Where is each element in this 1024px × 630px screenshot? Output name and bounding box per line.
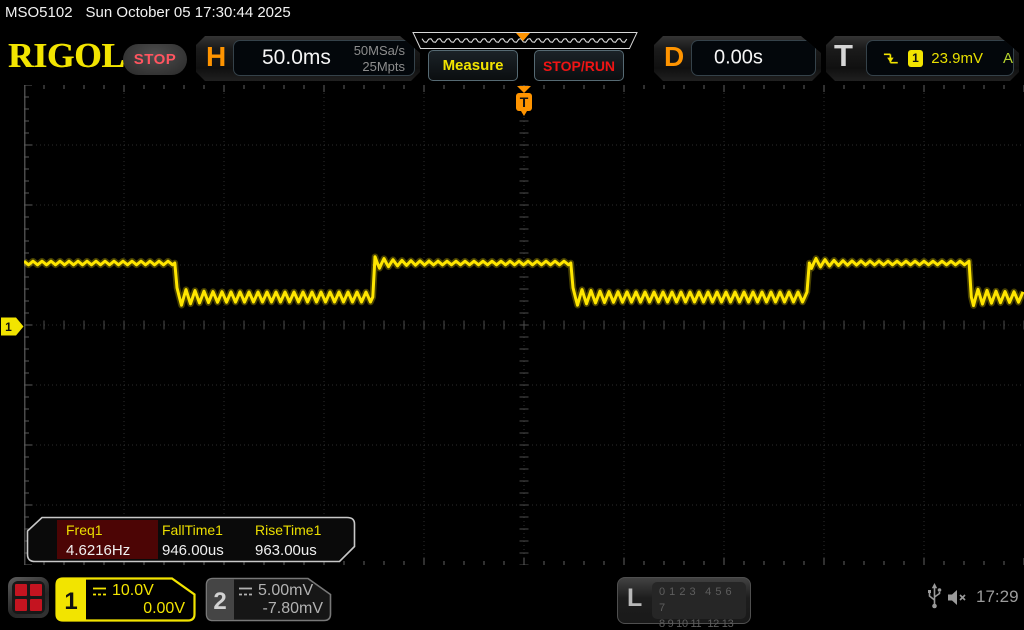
logic-row1-left: 0 1 2 3 [659, 586, 697, 598]
channel2-scale-row: 5.00mV [238, 582, 313, 600]
channel1-badge-frame: 1 [55, 577, 196, 622]
window-layout-icon [12, 581, 45, 614]
delay-field: 0.00s [691, 40, 816, 76]
horizontal-panel[interactable]: H 50.0ms 50MSa/s 25Mpts [196, 36, 420, 81]
channel1-number: 1 [64, 588, 77, 615]
dc-coupling-icon [239, 587, 252, 595]
delay-label: D [664, 41, 685, 72]
measure-button-label: Measure [442, 57, 504, 74]
trigger-sweep-mode: A [1002, 49, 1013, 67]
measurement-label: RiseTime1 [255, 522, 322, 538]
grid-and-waveform [21, 84, 1024, 566]
channel1-scale: 10.0V [112, 582, 154, 599]
delay-panel[interactable]: D 0.00s [654, 36, 821, 81]
measure-button[interactable]: Measure [428, 50, 518, 81]
trigger-marker-arrow-icon [517, 86, 531, 93]
sample-rate: 50MSa/s [353, 43, 405, 58]
datetime-text: Sun October 05 17:30:44 2025 [85, 4, 291, 21]
acquisition-info: 50MSa/s 25Mpts [354, 43, 405, 75]
clock-text: 17:29 [976, 587, 1019, 606]
logic-label: L [627, 584, 643, 612]
channel2-scale: 5.00mV [258, 582, 314, 599]
trigger-level-value: 23.9mV [931, 49, 983, 67]
channel2-number: 2 [213, 588, 226, 615]
waveform-position-bar[interactable] [412, 32, 638, 49]
memory-depth: 25Mpts [362, 59, 405, 74]
channel1-marker-number: 1 [5, 320, 12, 334]
channel1-ground-marker[interactable]: 1 [1, 317, 24, 336]
horizontal-label: H [206, 41, 227, 72]
model-name: MSO5102 [5, 4, 73, 21]
logic-channels-badge[interactable]: L 0 1 2 34 5 6 7 8 9 10 11 12 13 14 15 [617, 577, 751, 630]
channel2-badge[interactable]: 2 5.00mV -7.80mV [205, 577, 332, 622]
measurement-item-freq[interactable]: Freq1 4.6216Hz [66, 522, 130, 559]
logic-row2-right: 12 13 14 15 [707, 618, 734, 630]
timebase-value: 50.0ms [262, 46, 331, 69]
channel1-scale-row: 10.0V [92, 582, 154, 600]
stop-run-button[interactable]: STOP/RUN [534, 50, 624, 81]
channel2-badge-frame: 2 [205, 577, 332, 622]
preview-frame [412, 32, 638, 49]
falling-edge-icon [883, 51, 900, 66]
measurement-value: 963.00us [255, 542, 317, 559]
dc-coupling-icon [93, 587, 106, 595]
trigger-position-marker[interactable]: T [513, 86, 535, 117]
trigger-marker-letter: T [520, 94, 529, 110]
measurement-value: 946.00us [162, 542, 224, 559]
run-state-label: STOP [133, 51, 177, 68]
logic-row2-left: 8 9 10 11 [659, 618, 702, 630]
channel1-marker-arrow [1, 317, 24, 336]
channel2-offset: -7.80mV [262, 600, 323, 617]
graticule [21, 84, 1024, 566]
trigger-panel[interactable]: T 1 23.9mV A [826, 36, 1019, 81]
measurement-value: 4.6216Hz [66, 542, 131, 559]
run-state-indicator[interactable]: STOP [123, 44, 187, 75]
measurement-label: FallTime1 [162, 522, 223, 538]
title-bar: MSO5102 Sun October 05 17:30:44 2025 [5, 4, 291, 21]
preview-waveform [421, 38, 628, 43]
trigger-source-number: 1 [912, 51, 919, 65]
window-layout-button[interactable] [8, 577, 49, 618]
trigger-marker-body [516, 93, 532, 111]
sound-muted-icon[interactable] [947, 589, 968, 606]
measurement-label: Freq1 [66, 522, 103, 538]
rigol-logo: RIGOL [8, 36, 125, 75]
measurement-selected-highlight [57, 520, 158, 559]
channel1-offset: 0.00V [143, 600, 185, 617]
logic-channel-numbers: 0 1 2 34 5 6 7 8 9 10 11 12 13 14 15 [652, 582, 746, 630]
trigger-marker-tip-icon [521, 111, 527, 116]
stop-run-button-label: STOP/RUN [542, 57, 616, 74]
usb-icon [928, 583, 942, 609]
measurement-panel[interactable]: Freq1 4.6216Hz FallTime1 946.00us RiseTi… [26, 516, 356, 563]
channel1-badge[interactable]: 1 10.0V 0.00V [55, 577, 196, 622]
logic-row1-right: 4 5 6 7 [659, 586, 733, 614]
trigger-label: T [834, 38, 853, 73]
delay-value: 0.00s [714, 46, 763, 69]
measurement-item-risetime[interactable]: RiseTime1 963.00us [255, 522, 321, 559]
measurement-item-falltime[interactable]: FallTime1 946.00us [162, 522, 224, 559]
trigger-source-badge: 1 [908, 50, 924, 67]
trigger-field: 1 23.9mV A [866, 40, 1014, 76]
horizontal-field: 50.0ms 50MSa/s 25Mpts [233, 40, 415, 76]
preview-trigger-marker-icon [516, 33, 530, 41]
